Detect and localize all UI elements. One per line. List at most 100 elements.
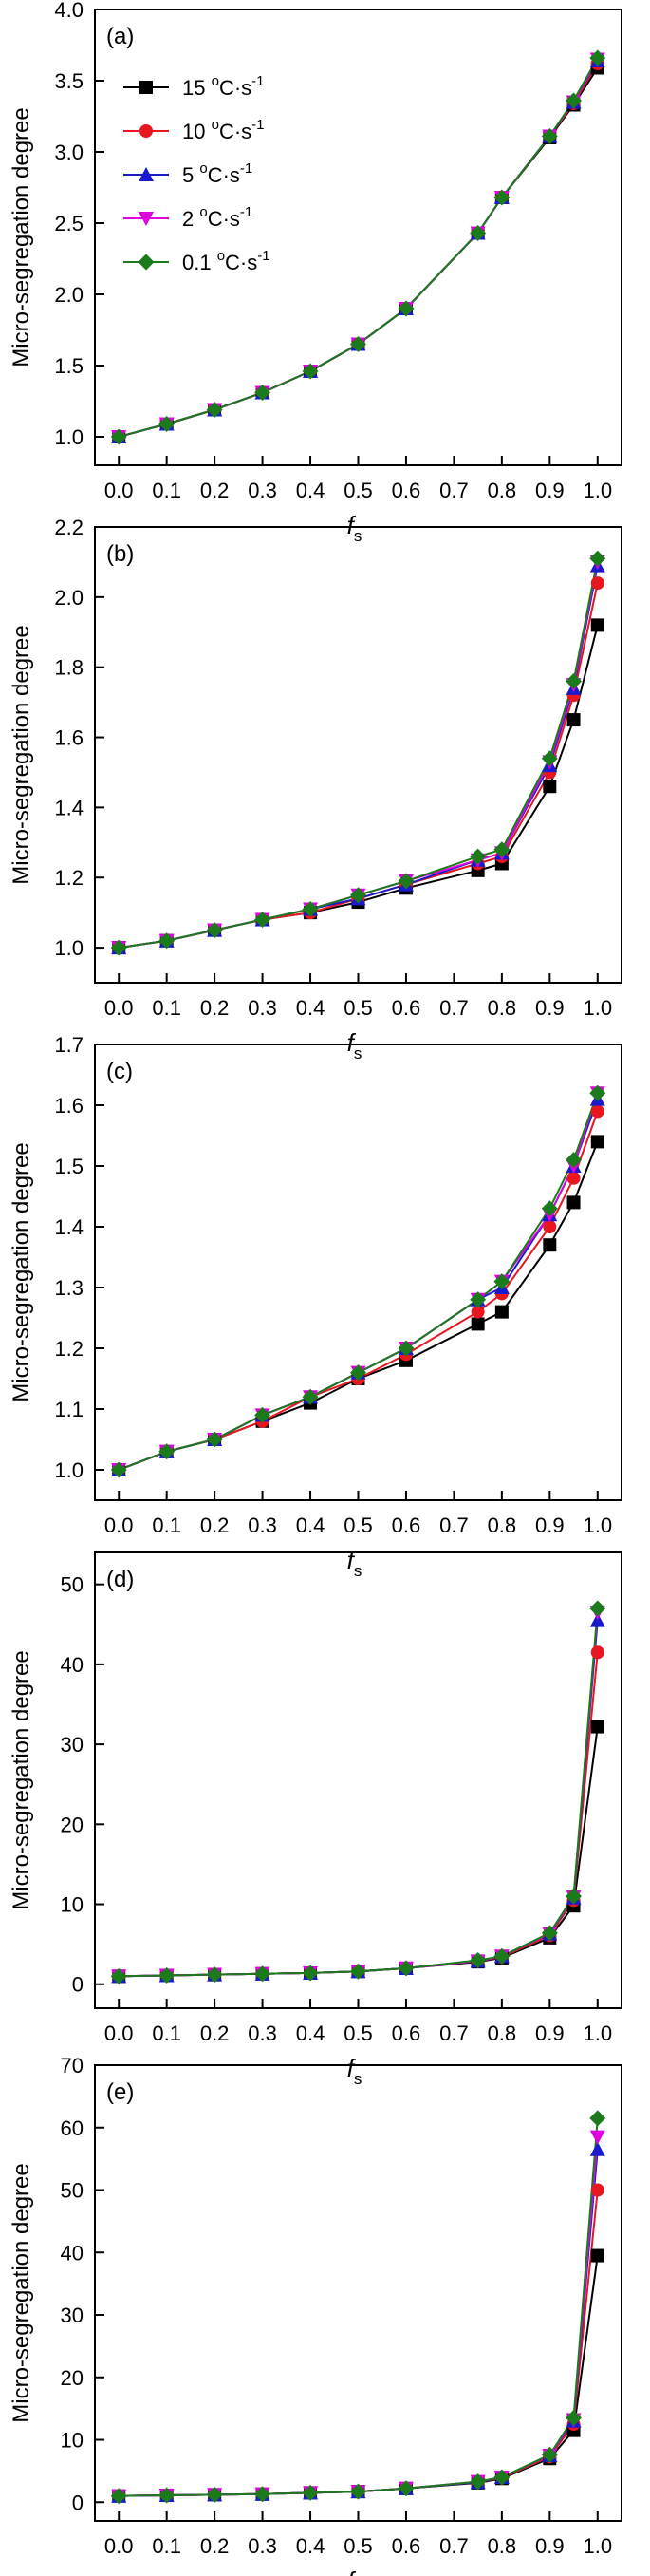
series-line xyxy=(118,1099,599,1471)
x-tick-label: 1.0 xyxy=(583,2021,612,2045)
data-point xyxy=(590,1135,604,1149)
y-tick-label: 1.0 xyxy=(54,936,84,960)
legend-marker xyxy=(138,254,155,271)
x-tick-label: 0.4 xyxy=(296,2534,325,2558)
y-axis-label: Micro-segregation degree xyxy=(9,625,34,884)
x-axis-label: fs xyxy=(347,2567,362,2576)
x-tick-label: 0.3 xyxy=(248,996,277,1020)
y-tick-label: 30 xyxy=(61,1733,84,1757)
data-point xyxy=(158,416,176,432)
panel-label: (b) xyxy=(106,541,134,567)
y-axis-label: Micro-segregation degree xyxy=(9,2163,34,2422)
y-tick-label: 50 xyxy=(61,1573,84,1597)
x-tick-label: 1.0 xyxy=(583,2534,612,2558)
data-point xyxy=(470,848,487,865)
data-point xyxy=(541,750,558,767)
data-point xyxy=(470,1951,487,1968)
y-axis-label: Micro-segregation degree xyxy=(9,1650,34,1909)
data-point xyxy=(541,1200,558,1217)
y-tick-label: 1.0 xyxy=(54,425,84,449)
x-tick-label: 0.9 xyxy=(535,2021,565,2045)
series-line xyxy=(119,1726,599,1978)
x-axis-label-subscript: s xyxy=(354,1044,362,1062)
data-point xyxy=(541,1925,558,1942)
series-line xyxy=(119,1620,599,1978)
chart-panel: 1.0 1.2 1.4 1.6 1.8 2.0 2.2 0.0 0.1 0.2 0.3 0.4 0.5 0… xyxy=(9,516,622,1062)
x-tick-label: 0.8 xyxy=(488,479,517,502)
data-point xyxy=(541,2446,558,2463)
y-tick-label: 1.4 xyxy=(54,1215,84,1239)
x-tick-label: 0.4 xyxy=(296,1514,325,1537)
x-tick-label: 0.7 xyxy=(439,2534,469,2558)
y-tick-label: 3.0 xyxy=(54,141,84,164)
data-point xyxy=(302,1388,319,1405)
x-tick-label: 1.0 xyxy=(583,479,612,502)
data-point xyxy=(493,1947,511,1965)
data-point xyxy=(589,2141,605,2156)
series-line xyxy=(119,1612,599,1978)
data-point xyxy=(589,550,606,567)
x-tick-label: 0.2 xyxy=(200,1514,230,1537)
data-point xyxy=(566,1195,581,1210)
legend-exponent: -1 xyxy=(251,117,264,133)
x-tick-label: 0.0 xyxy=(104,1514,134,1537)
data-point xyxy=(206,922,223,939)
data-point xyxy=(471,1305,485,1319)
data-point xyxy=(566,2410,583,2427)
series-line xyxy=(119,2117,599,2497)
data-point xyxy=(158,932,176,950)
data-point xyxy=(350,336,366,352)
y-tick-label: 40 xyxy=(61,1653,84,1677)
x-tick-label: 0.4 xyxy=(296,2021,325,2045)
legend-label: 15 oC·s-1 xyxy=(182,73,265,100)
data-point xyxy=(158,1966,176,1984)
data-point xyxy=(493,189,511,206)
y-tick-label: 1.3 xyxy=(54,1276,84,1300)
data-point xyxy=(590,2183,604,2197)
plot-frame xyxy=(94,526,622,984)
data-point xyxy=(566,1152,583,1169)
series-line xyxy=(118,1141,599,1471)
y-tick-label: 1.5 xyxy=(54,1155,84,1178)
data-point xyxy=(110,1967,127,1984)
data-point xyxy=(470,2473,487,2491)
data-point xyxy=(398,1340,415,1357)
data-point xyxy=(543,1238,557,1252)
x-tick-label: 0.4 xyxy=(296,996,325,1020)
legend-label: 2 oC·s-1 xyxy=(182,204,252,231)
y-tick-label: 1.6 xyxy=(54,726,84,750)
data-point xyxy=(541,128,558,144)
x-tick-label: 0.6 xyxy=(392,996,421,1020)
data-point xyxy=(110,1461,127,1478)
y-tick-label: 1.0 xyxy=(54,1458,84,1482)
data-point xyxy=(589,49,606,66)
data-point xyxy=(470,225,487,241)
y-tick-label: 4.0 xyxy=(54,0,84,22)
y-tick-label: 20 xyxy=(61,2366,84,2390)
plot-frame xyxy=(94,9,622,466)
data-point xyxy=(206,2486,223,2503)
y-tick-label: 30 xyxy=(61,2303,84,2327)
x-tick-label: 0.7 xyxy=(439,996,469,1020)
y-tick-label: 2.2 xyxy=(54,516,84,539)
data-point xyxy=(543,780,557,794)
series-line xyxy=(119,2149,599,2497)
series-line xyxy=(119,2136,599,2497)
legend-exponent: -1 xyxy=(257,248,269,264)
x-tick-label: 0.0 xyxy=(104,996,134,1020)
x-tick-label: 0.7 xyxy=(439,1514,469,1537)
legend-degree: o xyxy=(212,117,219,133)
data-point xyxy=(398,873,415,890)
legend-exponent: -1 xyxy=(251,73,264,89)
data-point xyxy=(254,385,271,401)
y-tick-label: 50 xyxy=(61,2179,84,2203)
data-point xyxy=(350,887,366,904)
x-tick-label: 1.0 xyxy=(583,996,612,1020)
y-tick-label: 2.5 xyxy=(54,212,84,235)
legend-marker xyxy=(139,124,153,138)
data-point xyxy=(398,300,415,317)
x-tick-label: 0.5 xyxy=(344,479,373,502)
x-tick-label: 0.5 xyxy=(344,2021,373,2045)
data-point xyxy=(589,1084,606,1101)
x-tick-label: 0.1 xyxy=(152,479,181,502)
